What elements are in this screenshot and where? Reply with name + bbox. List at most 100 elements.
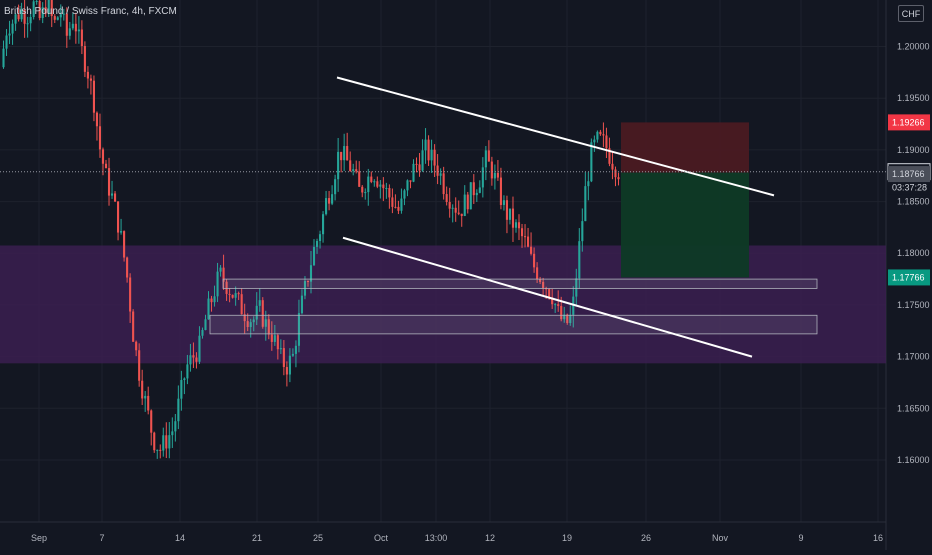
candle-body <box>346 146 349 161</box>
candle-body <box>331 194 334 204</box>
candle-body <box>8 33 11 36</box>
candle-body <box>89 78 92 81</box>
candle-body <box>557 304 560 307</box>
target-price-label-bg <box>888 269 930 286</box>
candle-body <box>572 296 575 315</box>
lower-trendline <box>342 236 753 358</box>
candle-body <box>120 231 123 233</box>
candle-body <box>466 194 469 210</box>
candle-body <box>237 293 240 295</box>
time-tick-label: Sep <box>31 533 47 543</box>
candle-body <box>35 1 38 3</box>
candle-body <box>382 184 385 189</box>
candle-body <box>159 449 162 451</box>
candle-body <box>189 355 192 365</box>
price-axis[interactable]: 1.20000 1.19500 1.19000 1.18500 1.18000 1.175… <box>897 42 930 465</box>
zones <box>0 122 886 364</box>
time-tick-label: 25 <box>313 533 323 543</box>
time-tick-label: 12 <box>485 533 495 543</box>
candle-body <box>526 236 530 247</box>
candle-body <box>192 355 195 358</box>
candle-body <box>195 357 198 362</box>
candle-body <box>282 348 285 368</box>
candle-body <box>135 341 138 351</box>
candle-body <box>355 169 358 172</box>
candle-body <box>11 23 14 34</box>
candle-body <box>180 380 183 399</box>
countdown-label: 03:37:28 <box>892 183 927 193</box>
candle-body <box>337 151 340 180</box>
candle-body <box>279 348 282 350</box>
candle-body <box>542 281 545 289</box>
upper-trendline <box>336 76 775 197</box>
candle-body <box>117 201 120 233</box>
candle-body <box>86 71 89 79</box>
prev-close-label-bg <box>888 166 930 183</box>
candle-body <box>126 257 129 278</box>
candle-body <box>560 306 563 320</box>
candle-body <box>358 171 361 187</box>
lower-support-box <box>209 314 818 335</box>
candle-body <box>147 395 150 411</box>
candle-body <box>463 194 466 216</box>
candle-body <box>496 172 499 178</box>
candle-body <box>551 297 554 305</box>
candle-body <box>129 277 132 312</box>
candle-body <box>409 180 412 182</box>
chart-title[interactable]: British Pound / Swiss Franc, 4h, FXCM <box>4 6 177 17</box>
candle-body <box>5 35 8 49</box>
currency-button[interactable]: CHF <box>898 5 924 22</box>
purple-support-zone <box>0 245 886 364</box>
candle-body <box>424 139 427 151</box>
candle-body <box>68 28 71 36</box>
candle-body <box>478 187 481 193</box>
candle-body <box>325 198 328 215</box>
candle-body <box>469 182 472 210</box>
candle-body <box>548 289 551 298</box>
prev-close-label: 1.18766 <box>892 169 925 179</box>
candle-body <box>499 177 502 205</box>
title-sep-2: , <box>142 6 149 17</box>
candle-body <box>352 169 355 171</box>
candle-body <box>343 146 346 161</box>
candle-body <box>481 167 484 188</box>
candle-body <box>14 14 17 24</box>
time-tick-label: 9 <box>798 533 803 543</box>
candle-body <box>370 176 373 182</box>
stop-loss-box <box>621 122 749 173</box>
time-axis[interactable]: Sep 7 14 21 25 Oct 13:00 12 19 26 Nov 9 16 <box>31 533 883 543</box>
candle-body <box>213 296 216 303</box>
candle-body <box>520 228 524 237</box>
time-tick-label: Oct <box>374 533 389 543</box>
candle-body <box>436 165 439 176</box>
candle-body <box>427 139 430 161</box>
candle-body <box>421 150 424 171</box>
symbol-name: British Pound / Swiss Franc <box>4 6 127 17</box>
candle-body <box>430 149 433 161</box>
candle-body <box>563 314 566 320</box>
candle-body <box>505 200 509 220</box>
candle-body <box>26 23 29 25</box>
candle-body <box>219 267 222 272</box>
candle-body <box>59 14 62 18</box>
candle-body <box>264 319 267 327</box>
interval: 4h <box>131 6 143 17</box>
candle-body <box>454 207 457 213</box>
candle-body <box>276 335 279 350</box>
candle-body <box>439 173 442 176</box>
price-tick-label: 1.18000 <box>897 248 930 258</box>
candle-body <box>566 314 569 324</box>
stop-price-label-bg <box>888 114 930 131</box>
candle-body <box>554 304 557 306</box>
candle-body <box>32 1 35 18</box>
candle-body <box>315 240 319 247</box>
candle-body <box>138 350 141 381</box>
candle-body <box>77 29 80 32</box>
price-tick-label: 1.16000 <box>897 455 930 465</box>
candle-body <box>599 131 602 135</box>
price-tick-label: 1.19000 <box>897 145 930 155</box>
candle-body <box>309 265 313 282</box>
